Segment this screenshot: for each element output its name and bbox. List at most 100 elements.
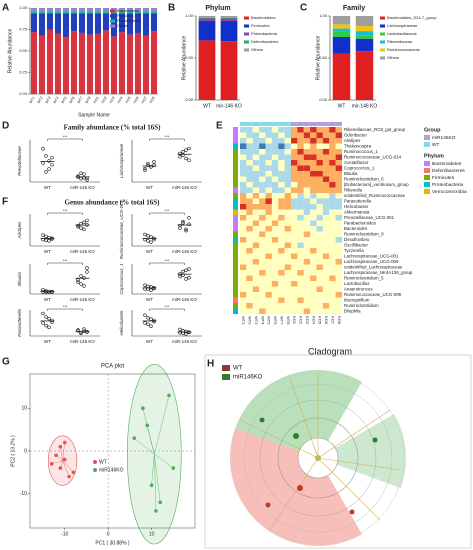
heatmap-cell <box>316 242 323 249</box>
heatmap-cell <box>335 215 343 221</box>
heatmap-cell <box>322 264 330 271</box>
data-point <box>187 276 191 280</box>
heatmap-cell <box>310 231 317 238</box>
clade-root <box>315 455 321 461</box>
heatmap-cell <box>297 149 304 155</box>
heatmap-cell <box>291 209 298 216</box>
bar-segment <box>150 10 158 14</box>
row-annotation <box>233 127 238 133</box>
heatmap-cell <box>329 193 336 199</box>
heatmap-cell <box>329 281 336 287</box>
data-point <box>149 235 153 239</box>
heatmap-cell <box>259 132 266 139</box>
x-tick-label: 0 <box>107 531 110 537</box>
heatmap-cell <box>316 248 323 254</box>
significance-bracket <box>47 138 83 141</box>
legend-label: Lactobacillaceae <box>387 31 418 36</box>
x-tick-label: WT <box>146 185 153 190</box>
heatmap-cell <box>246 297 253 304</box>
heatmap-cell <box>240 193 247 199</box>
bar-segment <box>94 13 102 34</box>
heatmap-cell <box>252 292 260 298</box>
heatmap-cell <box>265 187 272 194</box>
heatmap-cell <box>291 149 298 155</box>
column-annotation <box>278 122 285 126</box>
bar-segment <box>38 13 46 36</box>
heatmap-cell <box>316 303 323 309</box>
heatmap-cell <box>316 297 323 304</box>
data-point <box>143 313 147 317</box>
heatmap-cell <box>252 182 260 188</box>
clade-node <box>297 485 303 491</box>
heatmap-cell <box>271 165 279 172</box>
heatmap-cell <box>297 187 304 194</box>
heatmap-cell <box>265 160 272 166</box>
heatmap-cell <box>335 193 343 199</box>
data-point <box>184 268 188 272</box>
heatmap-cell <box>291 138 298 144</box>
x-axis-label: PC1 ( 30.88% ) <box>95 540 130 546</box>
legend-swatch <box>380 24 385 28</box>
data-point <box>58 444 63 449</box>
heatmap-cell <box>335 182 343 188</box>
heatmap-cell <box>240 270 247 276</box>
heatmap-cell <box>329 198 336 205</box>
heatmap-cell <box>322 138 330 144</box>
heatmap-cell <box>271 154 279 161</box>
row-label: Bilophila <box>344 308 361 313</box>
data-point <box>44 290 48 294</box>
column-label: WT1 <box>241 316 246 325</box>
heatmap-cell <box>303 138 311 144</box>
heatmap-cell <box>297 176 304 183</box>
data-point <box>79 274 83 278</box>
heatmap-cell <box>310 149 317 155</box>
heatmap-cell <box>246 154 253 161</box>
heatmap-cell <box>322 204 330 210</box>
heatmap-cell <box>271 182 279 188</box>
x-tick-label: KO6 <box>133 96 140 104</box>
bar-segment <box>62 8 70 11</box>
heatmap-cell <box>265 303 272 309</box>
data-point <box>79 282 83 286</box>
data-point <box>85 270 89 274</box>
bar-segment <box>30 32 38 94</box>
legend-swatch <box>380 56 385 60</box>
column-annotation <box>240 122 247 126</box>
heatmap-cell <box>271 231 279 238</box>
data-point <box>187 267 191 271</box>
heatmap-cell <box>303 193 311 199</box>
heatmap-cell <box>246 127 253 133</box>
row-label: Ruminococcaceae_UCG-009 <box>344 292 402 297</box>
data-point <box>187 146 191 151</box>
legend-swatch <box>380 40 385 44</box>
heatmap-cell <box>291 275 298 282</box>
bar-segment <box>220 16 238 18</box>
heatmap-cell <box>291 231 298 238</box>
heatmap-cell <box>322 176 330 183</box>
heatmap-cell <box>291 270 298 276</box>
significance-bracket <box>47 212 83 215</box>
x-tick-label: WT6 <box>69 96 76 104</box>
heatmap-cell <box>240 143 247 150</box>
heatmap-cell <box>297 259 304 265</box>
heatmap-cell <box>259 215 266 221</box>
legend-label: Bacteroidetes <box>251 15 275 20</box>
heatmap-cell <box>316 198 323 205</box>
bar-segment <box>332 37 351 54</box>
bar-segment <box>38 35 46 94</box>
heatmap-cell <box>271 281 279 287</box>
heatmap-cell <box>329 308 336 315</box>
heatmap-cell <box>271 220 279 227</box>
heatmap-cell <box>252 143 260 150</box>
heatmap-cell <box>284 231 292 238</box>
column-annotation <box>265 122 272 126</box>
heatmap-cell <box>252 226 260 232</box>
heatmap-cell <box>316 215 323 221</box>
data-point <box>152 160 156 164</box>
heatmap-cell <box>322 281 330 287</box>
heatmap-cell <box>246 220 253 227</box>
heatmap-cell <box>329 275 336 282</box>
heatmap-cell <box>303 248 311 254</box>
row-label: Helicobacter <box>344 204 369 209</box>
heatmap-cell <box>265 127 272 133</box>
